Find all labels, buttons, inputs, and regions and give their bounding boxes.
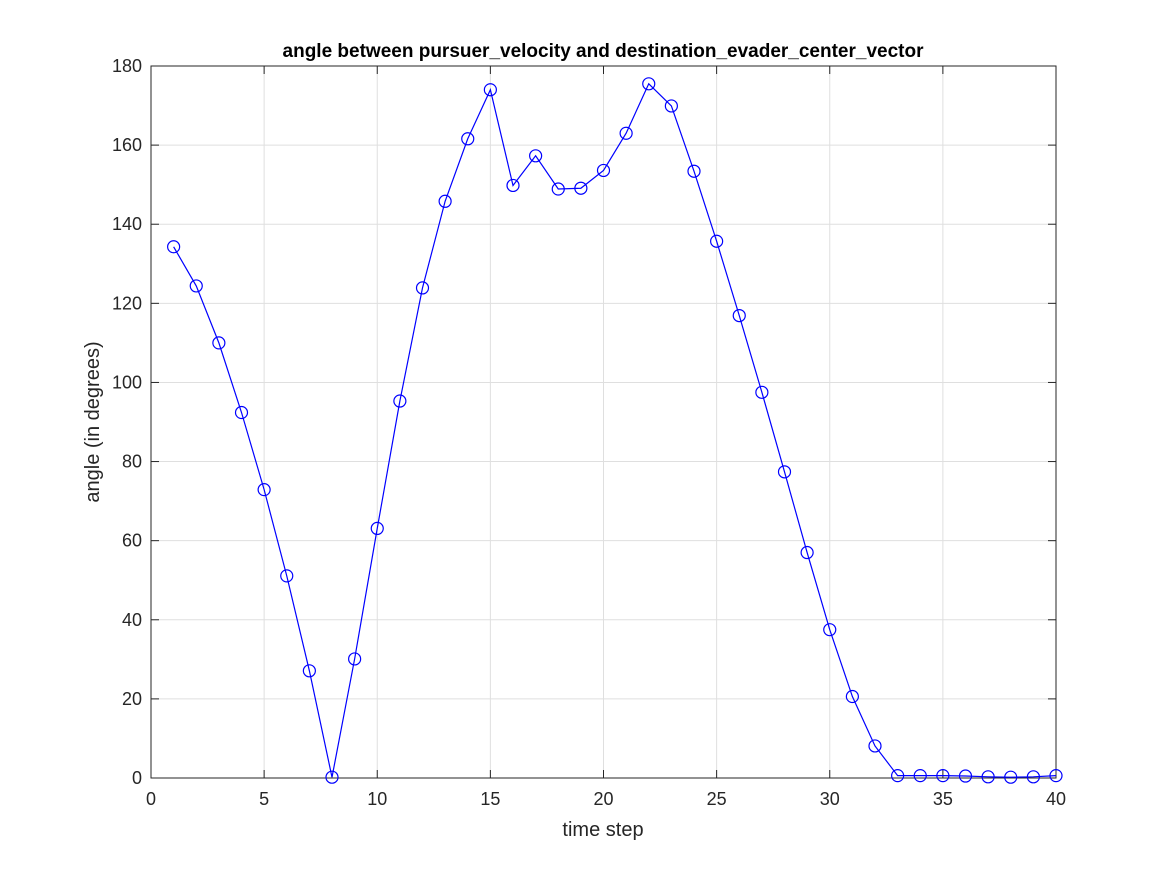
data-point-marker xyxy=(596,163,611,178)
data-point-marker xyxy=(348,652,362,666)
y-tick-label: 80 xyxy=(122,452,142,472)
y-tick-label: 120 xyxy=(112,293,142,313)
data-point-marker xyxy=(619,126,633,140)
axis-ticks: 0 5 10 15 20 25 30 35 40 0 20 40 60 80 100 120 140 160 180 xyxy=(112,56,1066,809)
series-line xyxy=(173,82,1057,778)
data-point-marker xyxy=(981,770,995,784)
data-point-marker xyxy=(257,483,271,497)
data-point-marker xyxy=(529,149,543,163)
y-tick-label: 160 xyxy=(112,135,142,155)
y-tick-label: 140 xyxy=(112,214,142,234)
y-tick-label: 40 xyxy=(122,610,142,630)
data-point-marker xyxy=(732,308,746,323)
y-tick-label: 100 xyxy=(112,372,142,392)
data-point-marker xyxy=(393,394,407,408)
grid xyxy=(150,65,1057,779)
data-point-marker xyxy=(1049,769,1063,783)
y-axis-label: angle (in degrees) xyxy=(82,341,104,502)
y-tick-label: 20 xyxy=(122,689,142,709)
data-point-marker xyxy=(212,336,226,350)
data-point-marker xyxy=(280,569,294,583)
x-tick-label: 5 xyxy=(259,789,269,809)
data-point-marker xyxy=(167,240,181,254)
data-point-marker xyxy=(936,769,950,783)
x-tick-label: 10 xyxy=(367,789,387,809)
data-point-marker xyxy=(189,279,203,293)
x-axis-label: time step xyxy=(562,819,643,841)
x-tick-label: 40 xyxy=(1046,789,1066,809)
chart-title: angle between pursuer_velocity and desti… xyxy=(283,41,925,62)
x-tick-label: 25 xyxy=(707,789,727,809)
data-point-marker xyxy=(325,770,339,784)
data-point-marker xyxy=(234,405,249,420)
data-point-marker xyxy=(1026,770,1040,784)
data-point-marker xyxy=(1004,770,1018,784)
data-point-marker xyxy=(642,77,656,91)
y-tick-label: 0 xyxy=(132,768,142,788)
data-point-marker xyxy=(755,385,769,399)
data-point-marker xyxy=(506,178,520,193)
series-layer xyxy=(167,77,1063,784)
data-point-marker xyxy=(551,182,565,196)
data-point-marker xyxy=(777,465,792,479)
data-point-marker xyxy=(415,281,430,295)
data-point-marker xyxy=(664,99,678,113)
data-point-marker xyxy=(302,664,316,678)
y-tick-label: 180 xyxy=(112,56,142,76)
data-point-marker xyxy=(687,164,701,178)
data-point-marker xyxy=(574,181,588,195)
x-tick-label: 0 xyxy=(146,789,156,809)
x-tick-label: 35 xyxy=(933,789,953,809)
data-point-marker xyxy=(913,769,927,783)
data-point-marker xyxy=(845,689,859,704)
data-point-marker xyxy=(710,234,724,248)
y-tick-label: 60 xyxy=(122,531,142,551)
data-point-marker xyxy=(800,545,814,560)
data-point-marker xyxy=(823,623,837,637)
data-point-marker xyxy=(868,739,882,753)
x-tick-label: 20 xyxy=(593,789,613,809)
data-point-marker xyxy=(461,132,475,146)
data-point-marker xyxy=(370,521,384,536)
data-point-marker xyxy=(483,83,497,97)
x-tick-label: 30 xyxy=(820,789,840,809)
data-point-marker xyxy=(958,769,973,783)
data-point-marker xyxy=(438,194,452,208)
x-tick-label: 15 xyxy=(480,789,500,809)
data-point-marker xyxy=(891,769,905,783)
